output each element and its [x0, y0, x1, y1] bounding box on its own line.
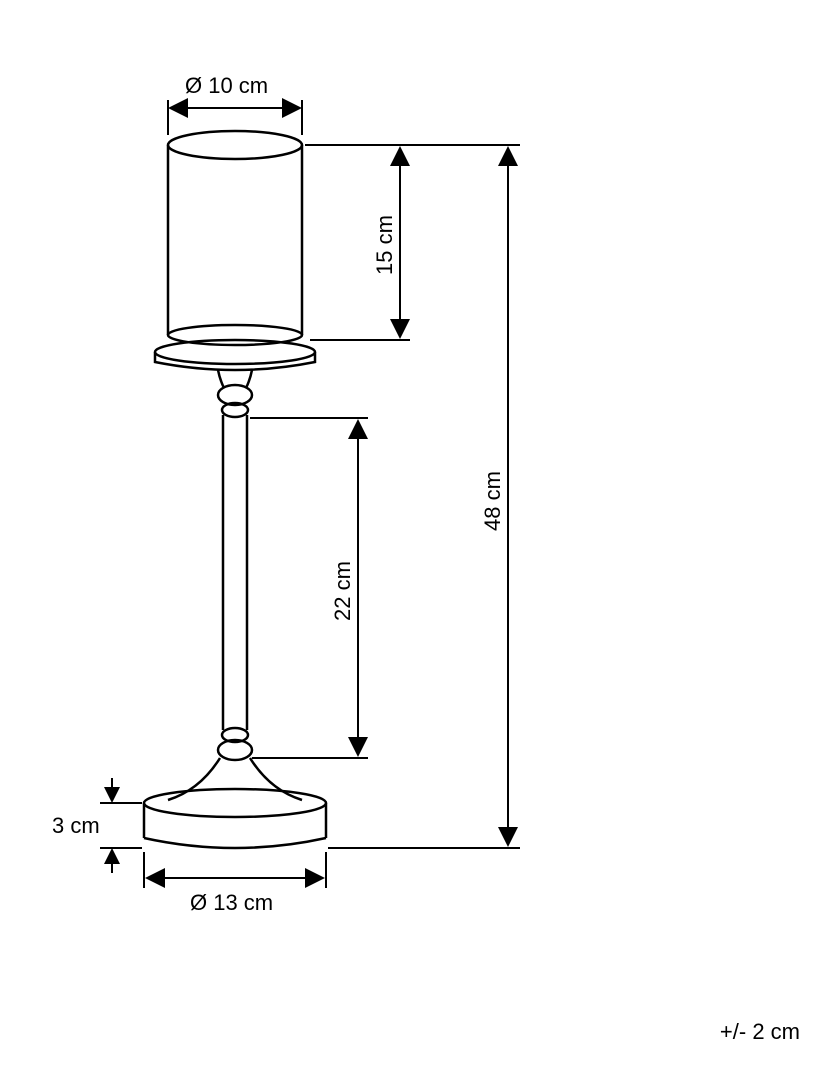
drawing-svg [0, 0, 830, 1080]
dim-base-thickness [100, 778, 142, 873]
label-top-diameter: Ø 10 cm [185, 73, 268, 99]
dim-base-diameter [144, 852, 326, 888]
label-base-thickness: 3 cm [52, 813, 100, 839]
label-tolerance: +/- 2 cm [720, 1019, 800, 1045]
label-base-diameter: Ø 13 cm [190, 890, 273, 916]
label-stem-height: 22 cm [330, 561, 356, 621]
candle-holder-outline [144, 131, 326, 848]
label-total-height: 48 cm [480, 471, 506, 531]
diagram-canvas: Ø 10 cm 15 cm 22 cm 48 cm 3 cm Ø 13 cm +… [0, 0, 830, 1080]
label-glass-height: 15 cm [372, 215, 398, 275]
